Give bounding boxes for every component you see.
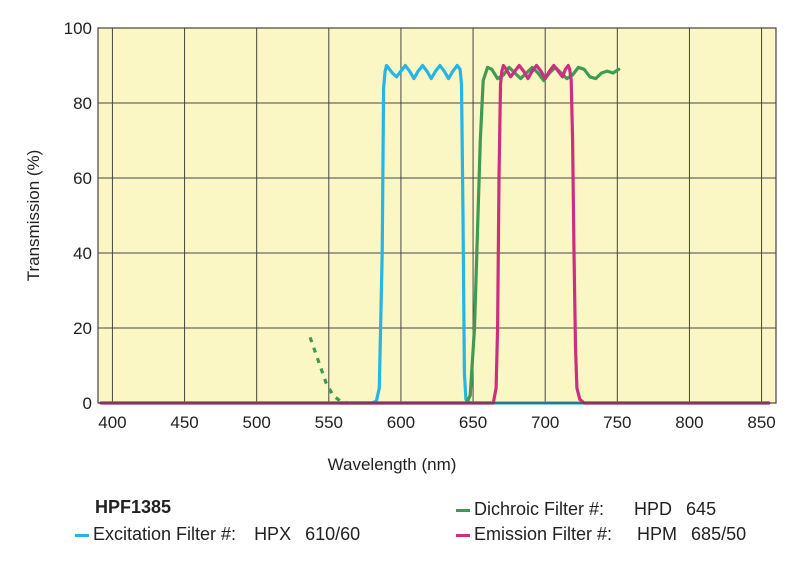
x-axis-title: Wavelength (nm) <box>328 455 457 474</box>
legend-code: HPM <box>637 524 678 544</box>
y-tick-label: 0 <box>83 394 92 413</box>
product-code: HPF1385 <box>95 497 172 517</box>
x-tick-label: 850 <box>747 413 775 432</box>
y-axis-title: Transmission (%) <box>24 150 43 282</box>
y-tick-label: 60 <box>73 169 92 188</box>
x-tick-label: 550 <box>315 413 343 432</box>
dichroic-swatch <box>456 508 470 512</box>
y-tick-label: 20 <box>73 319 92 338</box>
x-tick-labels: 400 450 500 550 600 650 700 750 800 850 <box>98 413 776 432</box>
y-tick-label: 100 <box>64 19 92 38</box>
legend-label: Dichroic Filter #: <box>474 499 605 519</box>
x-tick-label: 500 <box>242 413 270 432</box>
x-tick-label: 400 <box>98 413 126 432</box>
x-tick-label: 800 <box>675 413 703 432</box>
x-tick-label: 600 <box>387 413 415 432</box>
legend-item-excitation: Excitation Filter #: HPX 610/60 <box>75 524 360 545</box>
dichroic_dashed-curve <box>308 336 349 405</box>
y-tick-label: 80 <box>73 94 92 113</box>
legend-item-emission: Emission Filter #: HPM 685/50 <box>456 524 746 545</box>
legend-spec: 645 <box>686 499 717 519</box>
dichroic-curve <box>338 65 621 405</box>
legend-spec: 610/60 <box>305 524 361 544</box>
legend-label: Emission Filter #: <box>474 524 613 544</box>
x-tick-label: 650 <box>459 413 487 432</box>
legend-code: HPX <box>254 524 292 544</box>
x-tick-label: 700 <box>531 413 559 432</box>
y-tick-label: 40 <box>73 244 92 263</box>
legend-item-dichroic: Dichroic Filter #: HPD 645 <box>456 499 716 520</box>
emission-swatch <box>456 533 470 537</box>
excitation-swatch <box>75 533 89 537</box>
plot-frame <box>97 27 777 404</box>
filter-curves <box>99 63 771 405</box>
y-tick-labels: 0 20 40 60 80 100 <box>64 19 92 413</box>
plot-area <box>98 28 776 403</box>
legend-spec: 685/50 <box>691 524 747 544</box>
excitation-curve <box>99 63 771 405</box>
x-tick-label: 750 <box>603 413 631 432</box>
legend-code: HPD <box>634 499 673 519</box>
legend-label: Excitation Filter #: <box>93 524 237 544</box>
emission-curve <box>99 63 771 405</box>
x-tick-label: 450 <box>170 413 198 432</box>
